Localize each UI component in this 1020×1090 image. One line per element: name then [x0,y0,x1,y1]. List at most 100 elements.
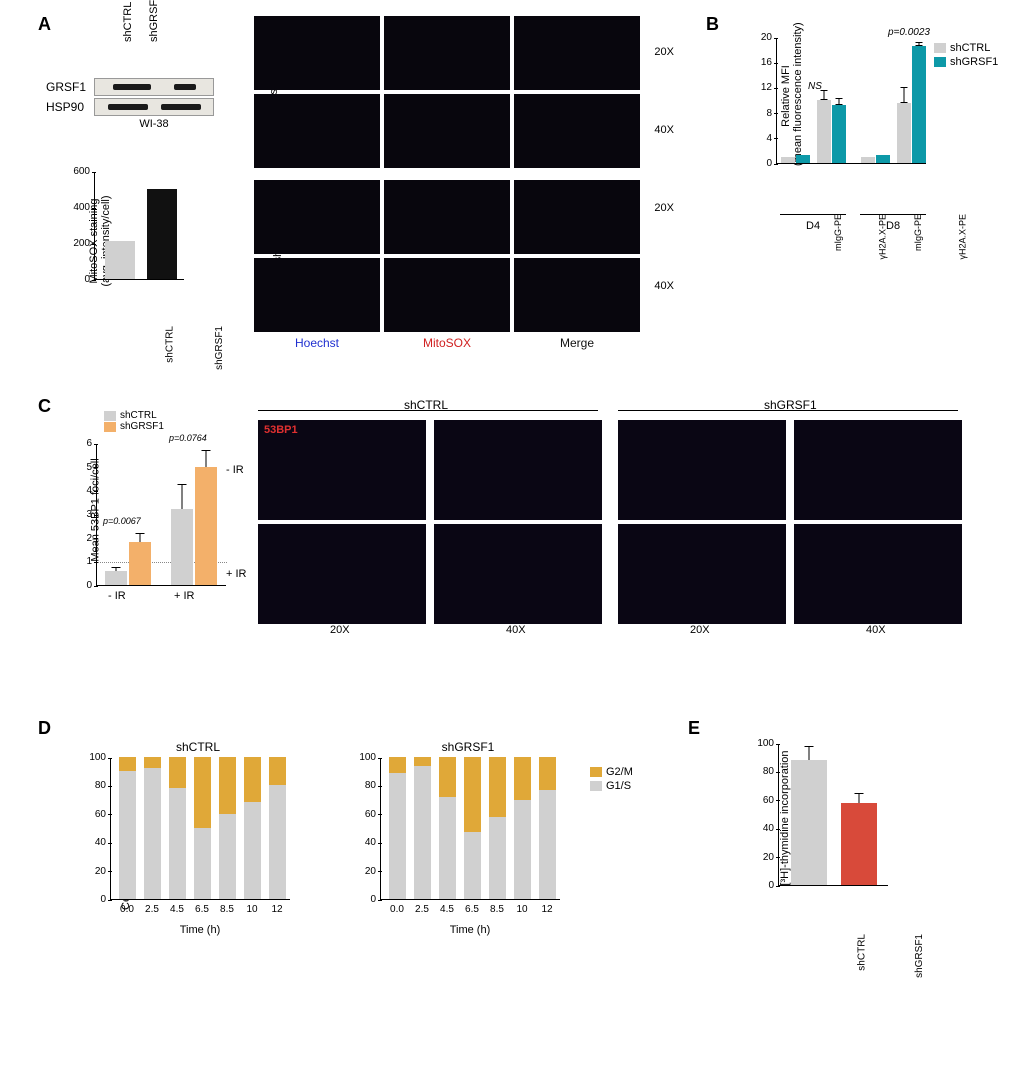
magnification-label: 40X [654,124,674,136]
chart-title: shCTRL [108,740,288,754]
panel-c-col-label: 20X [690,624,710,636]
panel-b-group-label: D8 [886,220,900,232]
blot-row: HSP90 [46,98,221,116]
microscopy-image [254,180,380,254]
panel-c-chart: shCTRLshGRSF1 Mean 53BP1 foci/cell p=0.0… [42,410,240,620]
ytick: 80 [754,766,774,777]
ytick: 2 [78,533,92,544]
legend-item: shGRSF1 [934,56,998,68]
panel-c-bar [195,467,217,585]
panel-b-bar [897,103,911,163]
panel-d-xlabel: 6.5 [191,904,213,915]
ytick: 3 [78,509,92,520]
panel-b-bar [912,46,926,163]
ytick: 100 [358,752,376,763]
western-blot: shCTRL shGRSF1 GRSF1HSP90 WI-38 [46,32,221,130]
legend-item: G1/S [590,780,633,792]
panel-e-bar [841,803,877,885]
stacked-bar [269,757,286,899]
panel-b-annotation: p=0.0023 [888,27,930,38]
panel-d-xaxis-title: Time (h) [110,924,290,936]
legend-item: shCTRL [104,410,164,421]
panel-c-bar [129,542,151,585]
panel-d-xlabel: 6.5 [461,904,483,915]
ytick: 60 [88,809,106,820]
stacked-bar [119,757,136,899]
ytick: 0 [754,880,774,891]
panel-e-bar [791,760,827,885]
microscopy-image: 53BP1 [258,420,426,520]
panel-c-bar [105,571,127,585]
cell-cycle-chart: shGRSF10204060801000.02.54.56.58.51012Ti… [330,740,568,950]
legend-item: shCTRL [934,42,998,54]
panel-b-annotation: NS [808,81,822,92]
ytick: 400 [72,202,90,213]
stacked-bar [414,757,431,899]
stacked-bar [144,757,161,899]
magnification-label: 20X [654,46,674,58]
panel-d-xlabel: 8.5 [216,904,238,915]
ytick: 600 [72,166,90,177]
microscopy-image [254,258,380,332]
microscopy-image [254,94,380,168]
stacked-bar [514,757,531,899]
microscopy-image [514,16,640,90]
blot-row-label: GRSF1 [46,80,94,94]
ytick: 100 [754,738,774,749]
image-row [254,180,640,254]
panel-c-col-label: 40X [866,624,886,636]
mitosox-bar-chart: MitoSOX staining(avg. intensity/cell) 02… [36,166,196,316]
microscopy-image [514,180,640,254]
image-col-label: Hoechst [254,336,380,350]
panel-c-col-label: 20X [330,624,350,636]
mitosox-bar [147,189,177,279]
ytick: 1 [78,556,92,567]
ytick: 100 [88,752,106,763]
panel-d-xlabel: 0.0 [386,904,408,915]
panel-e-xlabel: shGRSF1 [914,934,925,978]
stacked-bar [244,757,261,899]
panel-b-legend: shCTRL shGRSF1 [934,42,998,70]
stacked-bar [489,757,506,899]
ytick: 80 [88,780,106,791]
panel-d-xlabel: 12 [536,904,558,915]
panel-c-row-label: - IR [226,464,244,476]
stacked-bar [464,757,481,899]
panel-c-legend: shCTRLshGRSF1 [104,410,164,432]
panel-c-xlabel: + IR [174,590,194,602]
microscopy-image [258,524,426,624]
panel-b-bar [832,105,846,163]
chart-title: shGRSF1 [378,740,558,754]
ytick: 4 [756,133,772,144]
blot-row: GRSF1 [46,78,221,96]
ytick: 60 [358,809,376,820]
stacked-bar [389,757,406,899]
image-col-label: MitoSOX [384,336,510,350]
panel-b-xlabel: γH2A.X-PE [958,214,968,260]
microscopy-image [618,524,786,624]
stacked-bar [219,757,236,899]
panel-e-xlabel: shCTRL [857,934,868,971]
ytick: 6 [78,438,92,449]
microscopy-image [384,94,510,168]
blot-col-1: shCTRL [122,28,134,42]
panel-b-bar [861,157,875,163]
panel-b-bar [781,157,795,163]
stacked-bar [169,757,186,899]
panel-d-legend: G2/M G1/S [590,766,633,794]
ytick: 16 [756,57,772,68]
legend-item: G2/M [590,766,633,778]
panel-d-label: D [38,718,51,739]
microscopy-image [384,16,510,90]
ytick: 40 [88,837,106,848]
image-row [254,94,640,168]
ytick: 80 [358,780,376,791]
ytick: 20 [756,32,772,43]
image-row [254,258,640,332]
panel-b-xlabel: mIgG-PE [833,214,843,251]
blot-row-label: HSP90 [46,100,94,114]
ytick: 20 [754,852,774,863]
microscopy-image [514,94,640,168]
panel-b-xlabel: mIgG-PE [913,214,923,251]
panel-c-xlabel: - IR [108,590,126,602]
